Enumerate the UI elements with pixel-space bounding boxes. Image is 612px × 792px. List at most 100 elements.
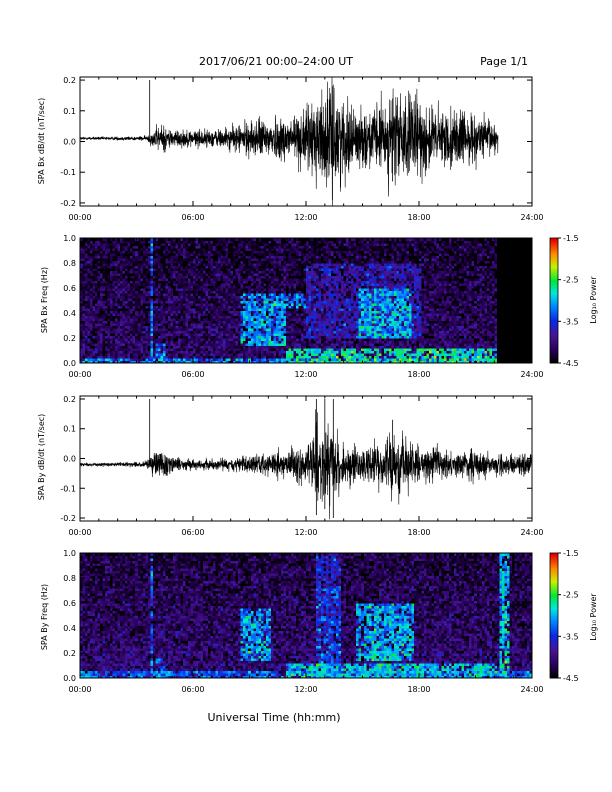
colorbar-swatch <box>550 306 558 310</box>
colorbar-swatch <box>550 325 558 329</box>
colorbar-swatch <box>550 600 558 604</box>
colorbar-swatch <box>550 308 558 312</box>
colorbar-swatch <box>550 632 558 635</box>
colorbar-swatch <box>550 553 558 556</box>
colorbar-swatch <box>550 567 558 571</box>
y-tick-label: 0.8 <box>63 259 76 268</box>
colorbar-swatch <box>550 675 558 679</box>
colorbar-swatch <box>550 260 558 264</box>
colorbar-tick-label: -3.5 <box>563 632 579 641</box>
colorbar-swatch <box>550 663 558 666</box>
colorbar-swatch <box>550 315 558 318</box>
colorbar-swatch <box>550 634 558 637</box>
colorbar-swatch <box>550 673 558 677</box>
y-tick-label: 0.4 <box>63 624 76 633</box>
colorbar-swatch <box>550 655 558 658</box>
y-tick-label: 0.1 <box>63 425 76 434</box>
by-dbdt-panel: SPA By dB/dt (nT/sec) 00:00 06:00 12:00 18:… <box>37 395 544 537</box>
colorbar-tick-label: -2.5 <box>563 591 579 600</box>
y-tick-label: 0.2 <box>63 649 76 658</box>
colorbar-swatch <box>550 358 558 362</box>
y-tick-label: 0.2 <box>63 334 76 343</box>
colorbar-swatch <box>550 321 558 324</box>
y-tick-label: 0.0 <box>63 455 76 464</box>
colorbar-swatch <box>550 621 558 625</box>
y-tick-label: -0.1 <box>60 168 76 177</box>
colorbar-swatch <box>550 244 558 247</box>
colorbar-swatch <box>550 248 558 251</box>
colorbar-swatch <box>550 294 558 297</box>
colorbar-swatch <box>550 628 558 631</box>
colorbar-swatch <box>550 580 558 583</box>
colorbar-swatch <box>550 630 558 633</box>
colorbar-swatch <box>550 650 558 654</box>
colorbar-swatch <box>550 354 558 358</box>
colorbar-swatch <box>550 625 558 629</box>
colorbar-swatch <box>550 617 558 621</box>
x-tick-label: 00:00 <box>68 370 91 379</box>
colorbar-frame <box>549 552 559 679</box>
colorbar-swatch <box>550 619 558 623</box>
colorbar-swatch <box>550 238 558 241</box>
x-tick-label: 00:00 <box>68 685 91 694</box>
colorbar-swatch <box>550 275 558 279</box>
colorbar-swatch <box>550 250 558 254</box>
colorbar-swatch <box>550 348 558 351</box>
y-tick-label: -0.2 <box>60 514 76 523</box>
colorbar-swatch <box>550 557 558 560</box>
colorbar-swatch <box>550 277 558 281</box>
y-tick-label: 0.0 <box>63 674 76 683</box>
colorbar-swatch <box>550 588 558 591</box>
colorbar-swatch <box>550 569 558 573</box>
y-tick-label: 1.0 <box>63 549 76 558</box>
colorbar-tick-label: -1.5 <box>563 234 579 243</box>
x-tick-label: 12:00 <box>294 685 317 694</box>
colorbar-swatch <box>550 298 558 301</box>
colorbar-swatch <box>550 592 558 596</box>
colorbar-swatch <box>550 333 558 337</box>
colorbar-tick-label: -2.5 <box>563 276 579 285</box>
x-tick-label: 18:00 <box>407 685 430 694</box>
y-tick-label: 0.2 <box>63 76 76 85</box>
colorbar-swatch <box>550 344 558 347</box>
by-colorbar-label: Log₁₀ Power <box>589 593 598 641</box>
colorbar-swatch <box>550 240 558 243</box>
colorbar-swatch <box>550 573 558 577</box>
colorbar-swatch <box>550 242 558 245</box>
x-tick-label: 18:00 <box>407 528 430 537</box>
colorbar-swatch <box>550 283 558 287</box>
colorbar-swatch <box>550 584 558 587</box>
x-tick-label: 12:00 <box>294 370 317 379</box>
x-tick-label: 00:00 <box>68 528 91 537</box>
colorbar-swatch <box>550 648 558 652</box>
colorbar-swatch <box>550 636 558 639</box>
signal-trace <box>80 77 499 206</box>
colorbar-frame <box>549 237 559 364</box>
colorbar: -1.5 -2.5 -3.5 -4.5 <box>549 549 579 683</box>
y-tick-label: -0.1 <box>60 484 76 493</box>
colorbar-swatch <box>550 609 558 612</box>
colorbar-swatch <box>550 623 558 627</box>
colorbar-swatch <box>550 267 558 270</box>
colorbar-swatch <box>550 331 558 335</box>
y-tick-label: 0.6 <box>63 599 76 608</box>
colorbar-swatch <box>550 671 558 675</box>
colorbar-swatch <box>550 644 558 648</box>
x-tick-label: 06:00 <box>181 370 204 379</box>
colorbar-swatch <box>550 638 558 641</box>
colorbar-swatch <box>550 256 558 260</box>
colorbar-swatch <box>550 563 558 566</box>
colorbar-swatch <box>550 246 558 249</box>
colorbar-swatch <box>550 263 558 266</box>
x-tick-label: 24:00 <box>520 685 543 694</box>
colorbar-swatch <box>550 598 558 602</box>
y-tick-label: 0.0 <box>63 359 76 368</box>
colorbar-swatch <box>550 661 558 664</box>
colorbar-swatch <box>550 292 558 295</box>
colorbar-tick-label: -1.5 <box>563 549 579 558</box>
colorbar-swatch <box>550 594 558 598</box>
y-tick-label: 1.0 <box>63 234 76 243</box>
colorbar-swatch <box>550 323 558 326</box>
colorbar-swatch <box>550 561 558 564</box>
bx-dbdt-ylabel: SPA Bx dB/dt (nT/sec) <box>37 98 46 185</box>
